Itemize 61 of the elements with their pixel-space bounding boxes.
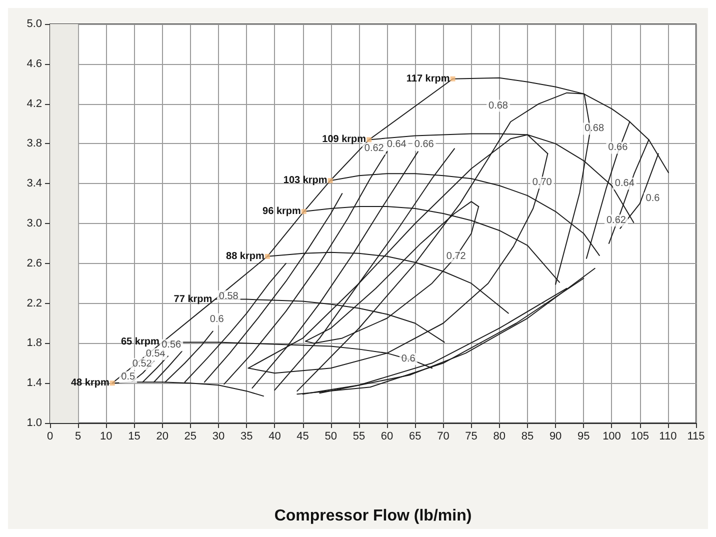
annotation: 0.5 (121, 372, 136, 383)
x-tick-label: 75 (465, 430, 478, 442)
x-tick-label: 15 (128, 430, 140, 442)
x-tick-label: 65 (409, 430, 422, 442)
x-tick-label: 90 (549, 430, 562, 442)
annotation: 0.56 (162, 340, 182, 351)
x-tick-label: 85 (521, 430, 534, 442)
y-tick-label: 4.6 (26, 58, 42, 70)
x-tick-label: 115 (687, 430, 705, 442)
x-tick-label: 110 (659, 430, 677, 442)
x-tick-label: 45 (296, 430, 309, 442)
x-tick-label: 50 (324, 430, 337, 442)
x-tick-label: 20 (156, 430, 168, 442)
annotation: 0.6 (401, 354, 416, 365)
x-tick-label: 0 (46, 430, 54, 442)
annotation: 0.64 (614, 178, 635, 190)
y-tick-label: 2.2 (26, 297, 42, 310)
x-tick-label: 5 (75, 430, 82, 442)
y-tick-label: 3.4 (26, 178, 42, 190)
x-tick-label: 35 (240, 430, 253, 442)
series-label: 65 krpm (120, 336, 160, 348)
annotation: 0.54 (146, 348, 166, 360)
y-tick-label: 1.0 (26, 417, 42, 429)
x-tick-label: 10 (100, 430, 112, 442)
series-label: 103 krpm (283, 175, 328, 186)
annotation: 0.6 (646, 193, 660, 204)
annotation: 0.62 (364, 143, 384, 154)
x-tick-label: 80 (493, 430, 506, 442)
series-label: 88 krpm (226, 250, 264, 262)
annotation: 0.68 (488, 100, 508, 112)
annotation: 0.58 (218, 290, 239, 302)
series-label: 77 krpm (174, 294, 212, 305)
y-tick-label: 3.0 (26, 218, 42, 230)
x-tick-label: 55 (352, 430, 366, 442)
x-tick-label: 70 (437, 430, 450, 442)
x-axis-title: Compressor Flow (lb/min) (274, 508, 472, 524)
annotation: 0.64 (386, 139, 407, 150)
series-label: 48 krpm (70, 378, 110, 389)
x-tick-label: 40 (268, 430, 281, 442)
annotation: 0.66 (608, 142, 628, 154)
annotation: 0.6 (210, 314, 224, 325)
y-tick-label: 3.8 (26, 138, 42, 150)
x-tick-label: 100 (602, 430, 621, 442)
annotation: 0.68 (584, 123, 604, 134)
y-tick-label: 1.8 (26, 337, 42, 350)
annotation: 0.66 (414, 139, 434, 150)
y-tick-label: 1.4 (26, 377, 42, 390)
x-tick-label: 105 (630, 430, 650, 442)
y-tick-label: 5.0 (26, 18, 42, 30)
annotation: 0.52 (132, 358, 152, 370)
series-label: 109 krpm (322, 134, 366, 146)
y-tick-label: 2.6 (26, 257, 42, 270)
series-label: 117 krpm (406, 73, 450, 84)
x-tick-label: 30 (212, 430, 225, 442)
x-tick-label: 95 (578, 430, 590, 442)
annotation: 0.72 (446, 250, 466, 262)
x-tick-label: 25 (184, 430, 197, 442)
series-label: 96 krpm (262, 206, 302, 218)
annotation: 0.62 (606, 215, 626, 226)
y-tick-label: 4.2 (26, 98, 42, 110)
x-tick-label: 60 (380, 430, 394, 442)
